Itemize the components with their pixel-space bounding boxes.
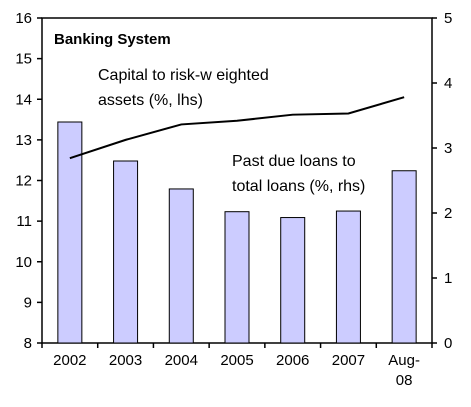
line-layer — [69, 96, 405, 160]
bar-2 — [168, 188, 194, 344]
annotation-bars: Past due loans to total loans (%, rhs) — [232, 153, 365, 195]
x-label-5: 2007 — [332, 352, 365, 369]
x-label-0: 2002 — [53, 352, 86, 369]
left-tick-label-12: 12 — [15, 173, 32, 190]
chart-title: Banking System — [54, 31, 171, 48]
x-label-6: Aug-08 — [388, 352, 420, 389]
x-label-2: 2004 — [165, 352, 198, 369]
bar-0 — [57, 121, 83, 344]
x-label-1: 2003 — [109, 352, 142, 369]
right-tick-label-3: 3 — [444, 140, 452, 157]
axis-layer — [37, 17, 437, 348]
left-tick-label-9: 9 — [24, 294, 32, 311]
x-label-4: 2006 — [276, 352, 309, 369]
left-tick-label-11: 11 — [16, 213, 32, 230]
annotations-layer: Capital to risk-w eighted assets (%, lhs)… — [98, 67, 365, 195]
bar-1 — [113, 160, 139, 344]
bar-4 — [280, 217, 306, 344]
capital-ratio-line — [69, 96, 405, 160]
bar-6 — [391, 170, 417, 344]
left-tick-label-14: 14 — [15, 91, 32, 108]
left-tick-label-10: 10 — [15, 254, 32, 271]
right-tick-label-0: 0 — [444, 335, 452, 352]
bars-layer — [57, 121, 417, 344]
left-tick-label-16: 16 — [15, 10, 32, 27]
left-tick-label-13: 13 — [15, 132, 32, 149]
right-tick-label-4: 4 — [444, 75, 452, 92]
right-tick-label-1: 1 — [444, 270, 452, 287]
bar-5 — [335, 210, 361, 344]
left-tick-label-8: 8 — [24, 335, 32, 352]
left-tick-label-15: 15 — [15, 51, 32, 68]
bar-3 — [224, 211, 250, 344]
x-label-3: 2005 — [220, 352, 253, 369]
annotation-line: Capital to risk-w eighted assets (%, lhs) — [98, 67, 269, 109]
right-tick-label-2: 2 — [444, 205, 452, 222]
right-tick-label-5: 5 — [444, 10, 452, 27]
